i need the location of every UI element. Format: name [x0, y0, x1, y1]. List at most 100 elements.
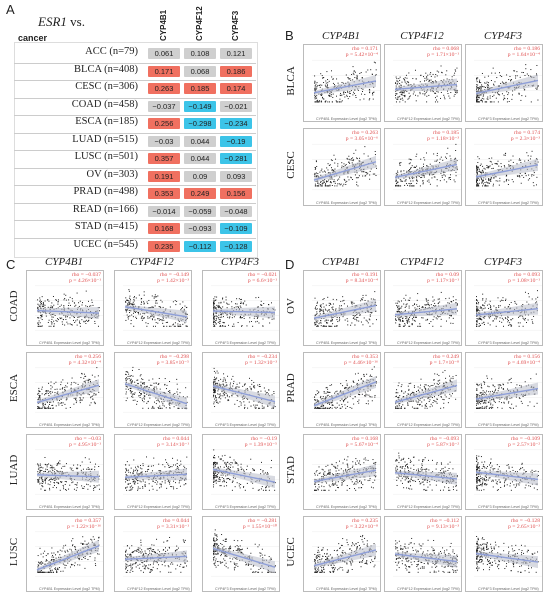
scatter-point	[126, 299, 128, 301]
scatter-point	[428, 94, 430, 96]
scatter-point	[140, 481, 142, 483]
scatter-point	[245, 564, 247, 566]
scatter-point	[330, 182, 332, 184]
scatter-point	[163, 541, 165, 543]
scatter-point	[48, 571, 50, 573]
scatter-point	[162, 306, 164, 308]
scatter-point	[225, 475, 227, 477]
scatter-point	[42, 306, 44, 308]
scatter-point	[337, 163, 339, 165]
scatter-point	[46, 571, 48, 573]
scatter-point	[399, 162, 401, 164]
scatter-point	[84, 320, 86, 322]
scatter-point	[322, 96, 324, 98]
scatter-point	[422, 165, 424, 167]
scatter-point	[488, 180, 490, 182]
scatter-point	[214, 533, 216, 535]
scatter-point	[499, 180, 501, 182]
scatter-point	[225, 538, 227, 540]
scatter-point	[257, 546, 259, 548]
scatter-point	[230, 547, 232, 549]
scatter-point	[48, 407, 50, 409]
scatter-point	[477, 99, 479, 101]
scatter-point	[358, 175, 360, 177]
scatter-point	[38, 389, 40, 391]
scatter-point	[213, 551, 215, 553]
scatter-point	[517, 176, 519, 178]
scatter-point	[66, 316, 68, 318]
scatter-point	[89, 379, 91, 381]
scatter-point	[130, 566, 132, 568]
scatter-point	[227, 477, 229, 479]
confidence-band	[125, 468, 187, 481]
scatter-point	[314, 86, 316, 88]
scatter-point	[414, 69, 416, 71]
scatter-point	[73, 397, 75, 399]
scatter-point	[410, 180, 412, 182]
scatter-point	[214, 321, 216, 323]
scatter-point	[237, 307, 239, 309]
scatter-point	[236, 298, 238, 300]
scatter-point	[125, 555, 127, 557]
scatter-point	[127, 378, 129, 380]
scatter-point	[222, 547, 224, 549]
scatter-point	[179, 324, 181, 326]
scatter-point	[401, 97, 403, 99]
scatter-point	[250, 552, 252, 554]
scatter-point	[67, 304, 69, 306]
scatter-point	[399, 92, 401, 94]
scatter-point	[270, 557, 272, 559]
scatter-point	[430, 72, 432, 74]
scatter-point	[40, 301, 42, 303]
scatter-point	[440, 65, 442, 67]
scatter-point	[38, 304, 40, 306]
heatmap-cell: −0.048	[220, 205, 252, 217]
rho-value: rho = −0.298	[159, 354, 189, 360]
scatter-point	[259, 385, 261, 387]
scatter-point	[253, 385, 255, 387]
scatter-point	[224, 564, 226, 566]
scatter-point	[418, 175, 420, 177]
scatter-point	[342, 185, 344, 187]
scatter-svg	[35, 531, 103, 577]
heatmap-row-divider	[14, 97, 256, 99]
scatter-point	[453, 95, 455, 97]
scatter-point	[51, 556, 53, 558]
scatter-point	[54, 392, 56, 394]
scatter-point	[216, 401, 218, 403]
scatter-point	[89, 556, 91, 558]
scatter-point	[405, 180, 407, 182]
scatter-point	[330, 94, 332, 96]
scatter-point	[177, 323, 179, 325]
scatter-point	[68, 299, 70, 301]
scatter-point	[225, 325, 227, 327]
scatter-point	[182, 396, 184, 398]
scatter-point	[329, 185, 331, 187]
scatter-point	[57, 464, 59, 466]
scatter-point	[79, 300, 81, 302]
x-axis-label: CYP4F12 Expression Level (log2 TPM)	[397, 117, 460, 121]
scatter-point	[46, 469, 48, 471]
scatter-point	[87, 559, 89, 561]
scatter-point	[397, 96, 399, 98]
scatter-point	[87, 381, 89, 383]
scatter-point	[480, 163, 482, 165]
scatter-point	[37, 481, 39, 483]
scatter-point	[130, 563, 132, 565]
scatter-point	[130, 553, 132, 555]
scatter-point	[57, 569, 59, 571]
scatter-point	[240, 404, 242, 406]
heatmap-cell: 0.156	[220, 188, 252, 199]
scatter-point	[409, 158, 411, 160]
fit-line	[124, 306, 188, 318]
scatter-point	[59, 388, 61, 390]
scatter-point	[150, 465, 152, 467]
scatter-point	[228, 324, 230, 326]
scatter-point	[39, 469, 41, 471]
scatter-point	[492, 177, 494, 179]
scatter-point	[261, 403, 263, 405]
scatter-point	[180, 479, 182, 481]
scatter-point	[321, 101, 323, 103]
scatter-point	[41, 325, 43, 327]
scatter-point	[136, 480, 138, 482]
